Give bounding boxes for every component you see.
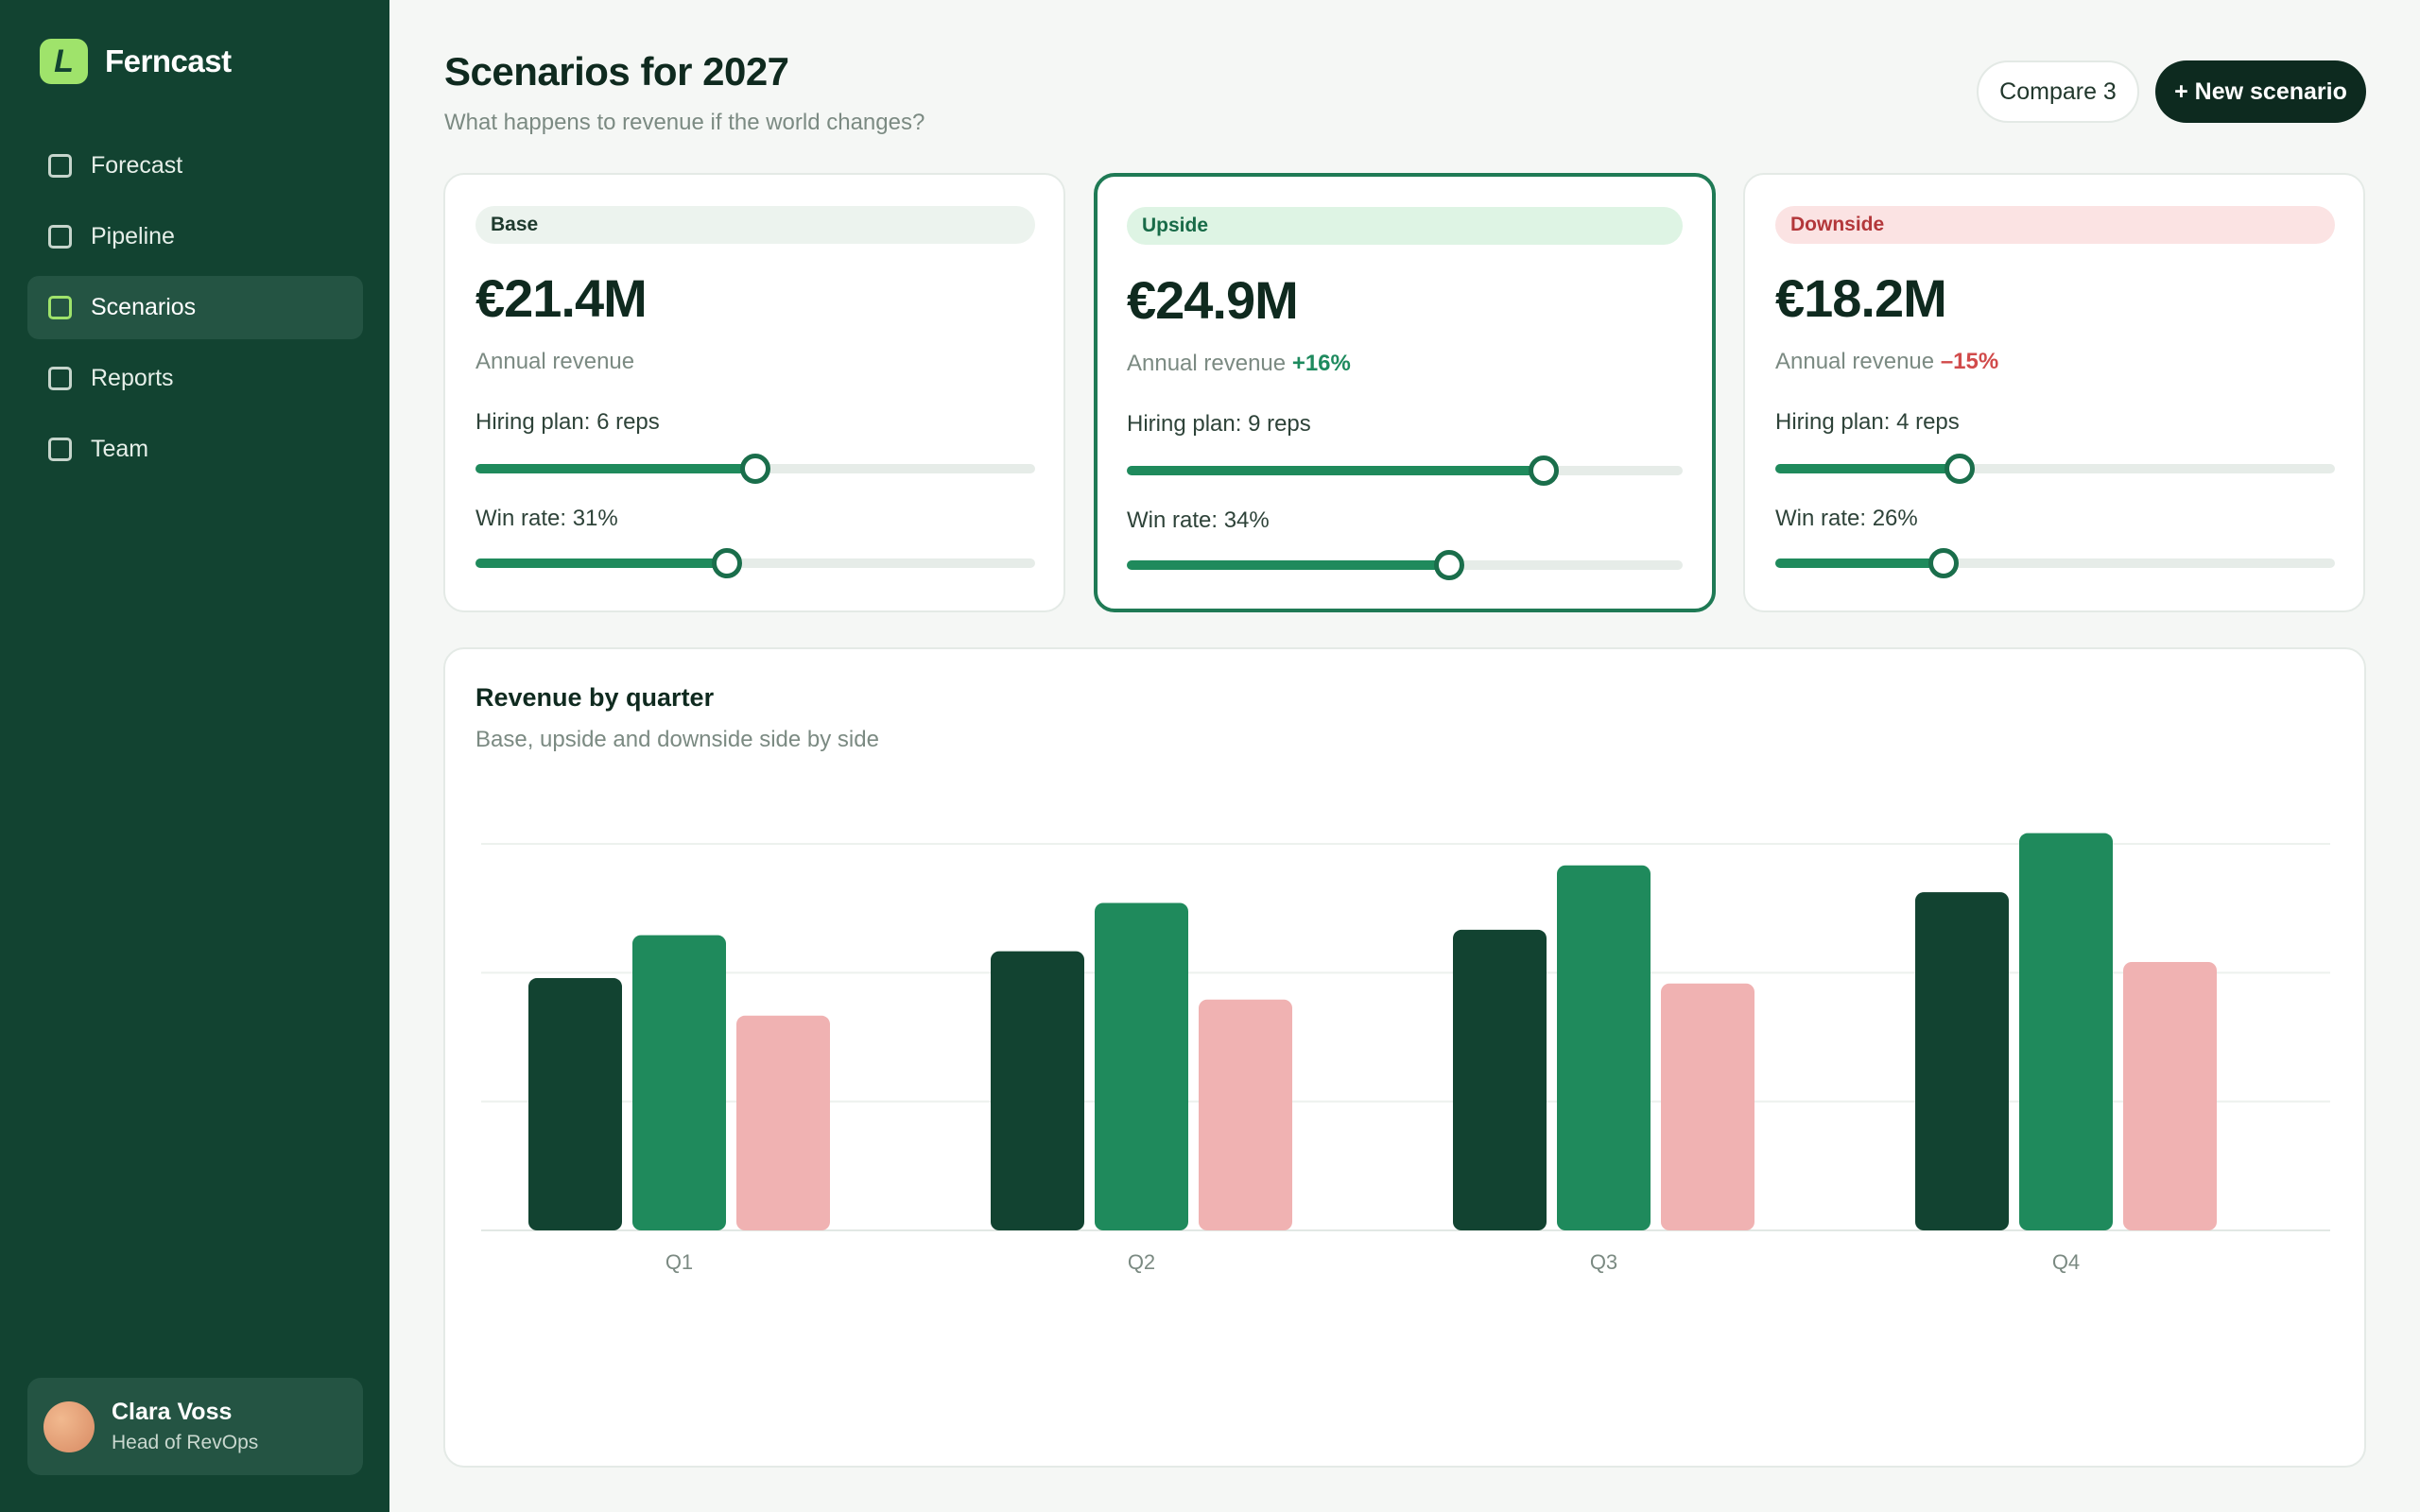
revenue-caption: Annual revenue +16%	[1127, 351, 1351, 377]
compare-button[interactable]: Compare 3	[1977, 60, 2139, 123]
bar-q4-series-3[interactable]	[2123, 961, 2217, 1230]
caption-text: Annual revenue	[1775, 349, 1935, 374]
page-title: Scenarios for 2027	[444, 49, 789, 94]
sidebar-item-label: Forecast	[91, 152, 183, 179]
checkbox-icon	[48, 367, 72, 390]
revenue-bar-chart: Q1 Q2 Q3 Q4	[481, 833, 2330, 1274]
win-rate-slider[interactable]	[475, 548, 1035, 578]
sidebar-item-forecast[interactable]: Forecast	[27, 134, 363, 198]
delta-badge: –15%	[1940, 349, 1999, 374]
new-scenario-button[interactable]: + New scenario	[2155, 60, 2366, 123]
sidebar-item-label: Scenarios	[91, 294, 197, 320]
user-role: Head of RevOps	[112, 1432, 259, 1453]
caption-text: Annual revenue	[475, 349, 635, 374]
chart-title: Revenue by quarter	[475, 683, 715, 712]
win-rate-slider[interactable]	[1127, 550, 1683, 580]
slider-fill	[1775, 558, 1944, 568]
sidebar-item-label: Pipeline	[91, 223, 175, 249]
sidebar-item-reports[interactable]: Reports	[27, 347, 363, 410]
scenario-tag: Base	[475, 206, 1035, 244]
bar-q3-series-1[interactable]	[1453, 929, 1547, 1230]
sidebar-item-scenarios[interactable]: Scenarios	[27, 276, 363, 339]
revenue-value: €24.9M	[1127, 270, 1299, 330]
revenue-chart-panel: Revenue by quarter Base, upside and down…	[443, 647, 2366, 1468]
slider-thumb[interactable]	[712, 548, 743, 578]
bar-q1-series-3[interactable]	[736, 1015, 830, 1230]
x-tick-label: Q2	[1128, 1250, 1155, 1274]
app-name: Ferncast	[105, 43, 232, 78]
bar-q1-series-1[interactable]	[528, 978, 622, 1230]
bar-q2-series-3[interactable]	[1199, 999, 1292, 1230]
hiring-slider[interactable]	[1775, 454, 2335, 484]
slider-thumb[interactable]	[740, 454, 770, 484]
bar-q4-series-2[interactable]	[2019, 833, 2113, 1230]
scenario-card-upside[interactable]: Upside €24.9M Annual revenue +16% Hiring…	[1094, 173, 1716, 612]
slider-thumb[interactable]	[1945, 454, 1976, 484]
win-rate-label: Win rate: 31%	[475, 506, 618, 531]
sidebar-item-team[interactable]: Team	[27, 418, 363, 481]
sidebar-item-label: Reports	[91, 365, 174, 391]
revenue-value: €21.4M	[475, 268, 648, 328]
delta-badge: +16%	[1291, 351, 1351, 376]
x-tick-label: Q4	[2052, 1250, 2080, 1274]
checkbox-icon	[48, 225, 72, 249]
slider-fill	[1775, 464, 1961, 473]
checkbox-icon	[48, 296, 72, 319]
hiring-slider[interactable]	[1127, 455, 1683, 486]
win-rate-label: Win rate: 26%	[1775, 506, 1918, 531]
slider-fill	[475, 464, 755, 473]
sidebar-item-pipeline[interactable]: Pipeline	[27, 205, 363, 268]
slider-fill	[1127, 466, 1544, 475]
slider-fill	[1127, 560, 1450, 570]
slider-thumb[interactable]	[1529, 455, 1559, 486]
user-name: Clara Voss	[112, 1399, 233, 1425]
caption-text: Annual revenue	[1127, 351, 1287, 376]
revenue-caption: Annual revenue –15%	[1775, 349, 1998, 375]
win-rate-label: Win rate: 34%	[1127, 507, 1270, 533]
page-subtitle: What happens to revenue if the world cha…	[444, 110, 925, 135]
sidebar-nav: Forecast Pipeline Scenarios Reports Team	[27, 134, 363, 489]
scenario-tag: Upside	[1127, 207, 1683, 245]
checkbox-icon	[48, 438, 72, 461]
brand[interactable]: L Ferncast	[40, 39, 232, 84]
slider-fill	[475, 558, 728, 568]
revenue-caption: Annual revenue	[475, 349, 634, 375]
avatar	[43, 1400, 95, 1452]
x-tick-label: Q1	[666, 1250, 693, 1274]
sidebar: L Ferncast Forecast Pipeline Scenarios R…	[0, 0, 389, 1512]
bar-q1-series-2[interactable]	[632, 935, 726, 1230]
hiring-label: Hiring plan: 4 reps	[1775, 409, 1960, 435]
scenario-card-downside[interactable]: Downside €18.2M Annual revenue –15% Hiri…	[1743, 173, 2365, 612]
scenario-tag: Downside	[1775, 206, 2335, 244]
bar-q3-series-2[interactable]	[1557, 865, 1651, 1230]
hiring-label: Hiring plan: 6 reps	[475, 409, 660, 435]
win-rate-slider[interactable]	[1775, 548, 2335, 578]
bar-q2-series-2[interactable]	[1095, 902, 1188, 1230]
revenue-value: €18.2M	[1775, 268, 1947, 328]
x-tick-label: Q3	[1590, 1250, 1617, 1274]
slider-thumb[interactable]	[1927, 548, 1959, 578]
bar-q3-series-3[interactable]	[1661, 983, 1754, 1230]
user-info: Clara Voss Head of RevOps	[112, 1399, 258, 1454]
hiring-slider[interactable]	[475, 454, 1035, 484]
logo-icon: L	[40, 39, 88, 84]
sidebar-item-label: Team	[91, 436, 149, 462]
slider-thumb[interactable]	[1434, 550, 1465, 580]
user-profile[interactable]: Clara Voss Head of RevOps	[27, 1378, 363, 1475]
bar-q4-series-1[interactable]	[1915, 892, 2009, 1230]
chart-subtitle: Base, upside and downside side by side	[475, 727, 879, 752]
checkbox-icon	[48, 154, 72, 178]
scenario-card-base[interactable]: Base €21.4M Annual revenue Hiring plan: …	[443, 173, 1065, 612]
hiring-label: Hiring plan: 9 reps	[1127, 411, 1311, 437]
bar-q2-series-1[interactable]	[991, 951, 1084, 1230]
